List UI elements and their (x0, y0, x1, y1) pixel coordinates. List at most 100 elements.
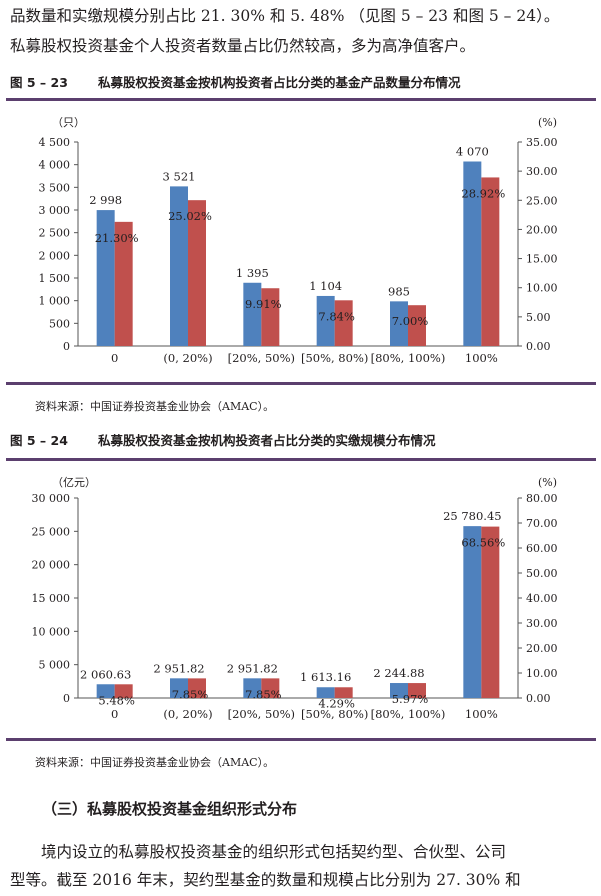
right-tick-label: 25.00 (526, 194, 558, 207)
bar-count (96, 684, 115, 698)
left-tick-label: 25 000 (32, 525, 71, 538)
category-label: [20%, 50%) (228, 351, 295, 365)
left-tick-label: 3 000 (39, 204, 71, 217)
figure-5-23-bottom-rule (6, 382, 596, 385)
bar-count-label: 1 395 (236, 266, 269, 280)
category-label: [50%, 80%) (301, 707, 368, 721)
bar-percent (408, 305, 426, 346)
left-tick-label: 4 500 (39, 136, 71, 149)
bar-count-label: 1 104 (309, 279, 342, 293)
right-tick-label: 60.00 (526, 542, 558, 555)
bar-percent-label: 5.48% (98, 693, 135, 707)
figure-5-24-bottom-rule (6, 738, 596, 741)
bar-percent-label: 9.91% (245, 297, 282, 311)
bar-percent (261, 678, 280, 698)
bar-percent (481, 177, 500, 346)
bar-percent (481, 526, 500, 698)
bar-percent (114, 221, 133, 346)
bar-count-label: 1 613.16 (300, 670, 351, 684)
bar-percent (188, 678, 206, 698)
bar-count-label: 2 060.63 (80, 667, 131, 681)
bar-percent-label: 4.29% (318, 696, 355, 710)
bar-percent-label: 7.00% (392, 314, 429, 328)
right-tick-label: 30.00 (526, 165, 558, 178)
left-tick-label: 4 000 (39, 159, 71, 172)
left-tick-label: 15 000 (32, 592, 71, 605)
category-label: (0, 20%) (163, 351, 212, 365)
bar-count (96, 210, 115, 346)
left-tick-label: 30 000 (32, 492, 71, 505)
bar-count (243, 282, 262, 346)
right-tick-label: 0.00 (526, 340, 551, 353)
figure-5-23-number: 图 5 – 23 (10, 75, 68, 90)
figure-5-23-chart: （只） (%) 0 500 1 000 1 500 2 000 2 500 3 000 3 500… (39, 116, 558, 365)
bar-percent-label: 68.56% (461, 536, 505, 550)
category-label: [80%, 100%) (371, 351, 446, 365)
right-axis-unit: (%) (538, 116, 557, 129)
right-axis-unit: (%) (538, 476, 557, 489)
right-tick-label: 30.00 (526, 617, 558, 630)
category-label: [80%, 100%) (371, 707, 446, 721)
figure-5-24-title: 私募股权投资基金按机构投资者占比分类的实缴规模分布情况 (98, 433, 436, 448)
bar-percent-label: 7.85% (172, 687, 209, 701)
bar-count-label: 25 780.45 (443, 509, 502, 523)
bar-percent-label: 25.02% (168, 209, 212, 223)
bar-count (390, 301, 408, 346)
intro-line-1: 品数量和实缴规模分别占比 21. 30% 和 5. 48% （见图 5 – 23… (10, 7, 560, 25)
right-tick-label: 80.00 (526, 492, 558, 505)
bar-count (316, 295, 335, 346)
bar-count-label: 2 951.82 (227, 661, 278, 675)
left-tick-label: 0 (63, 692, 70, 705)
category-label: 0 (111, 707, 118, 721)
left-tick-label: 3 500 (39, 181, 71, 194)
right-tick-label: 10.00 (526, 282, 558, 295)
left-tick-label: 0 (63, 340, 70, 353)
bar-count-label: 4 070 (456, 144, 489, 158)
section-heading: （三）私募股权投资基金组织形式分布 (42, 800, 298, 818)
figure-5-24-number: 图 5 – 24 (10, 433, 68, 448)
bar-percent (261, 288, 280, 346)
bar-count (170, 678, 188, 698)
figure-5-24-top-rule (6, 458, 596, 461)
figure-5-24-chart: （亿元） (%) 0 5 000 10 000 15 000 20 000 25 000 30 … (32, 476, 558, 721)
intro-line-2: 私募股权投资基金个人投资者数量占比仍然较高，多为高净值客户。 (10, 37, 476, 55)
bar-count (463, 161, 482, 346)
bar-count (390, 683, 408, 698)
left-tick-label: 1 000 (39, 295, 71, 308)
bar-count-label: 985 (388, 284, 410, 298)
bar-percent (408, 683, 426, 698)
category-label: 0 (111, 351, 118, 365)
right-tick-label: 5.00 (526, 311, 551, 324)
bar-percent-label: 7.85% (245, 687, 282, 701)
category-label: (0, 20%) (163, 707, 212, 721)
figure-5-24-source: 资料来源：中国证券投资基金业协会（AMAC）。 (35, 756, 275, 769)
bar-count-label: 2 951.82 (153, 661, 204, 675)
bar-percent (114, 684, 133, 698)
left-tick-label: 5 000 (39, 659, 71, 672)
right-tick-label: 50.00 (526, 567, 558, 580)
bar-count-label: 3 521 (163, 169, 196, 183)
bar-percent-label: 7.84% (318, 309, 355, 323)
figure-5-23-caption: 图 5 – 23 私募股权投资基金按机构投资者占比分类的基金产品数量分布情况 (10, 72, 595, 91)
figure-5-24-caption: 图 5 – 24 私募股权投资基金按机构投资者占比分类的实缴规模分布情况 (10, 430, 595, 449)
bar-count (243, 678, 262, 698)
right-tick-label: 0.00 (526, 692, 551, 705)
outro-line-2: 型等。截至 2016 年末，契约型基金的数量和规模占比分别为 27. 30% 和 (10, 871, 521, 889)
bar-percent-label: 21.30% (95, 231, 139, 245)
right-tick-label: 15.00 (526, 253, 558, 266)
category-label: 100% (465, 707, 498, 721)
category-label: [50%, 80%) (301, 351, 368, 365)
bar-percent (188, 200, 206, 346)
bar-count-label: 2 244.88 (373, 666, 424, 680)
right-tick-label: 35.00 (526, 136, 558, 149)
bar-count (316, 687, 335, 698)
outro-line-1: 境内设立的私募股权投资基金的组织形式包括契约型、合伙型、公司 (41, 843, 507, 861)
bar-percent (334, 687, 353, 698)
bar-percent (334, 300, 353, 346)
bar-percent-label: 28.92% (461, 186, 505, 200)
figure-5-23-title: 私募股权投资基金按机构投资者占比分类的基金产品数量分布情况 (98, 75, 461, 90)
bar-count-label: 2 998 (89, 193, 122, 207)
bar-count (463, 526, 482, 698)
left-axis-unit: （只） (52, 116, 85, 129)
left-tick-label: 1 500 (39, 272, 71, 285)
